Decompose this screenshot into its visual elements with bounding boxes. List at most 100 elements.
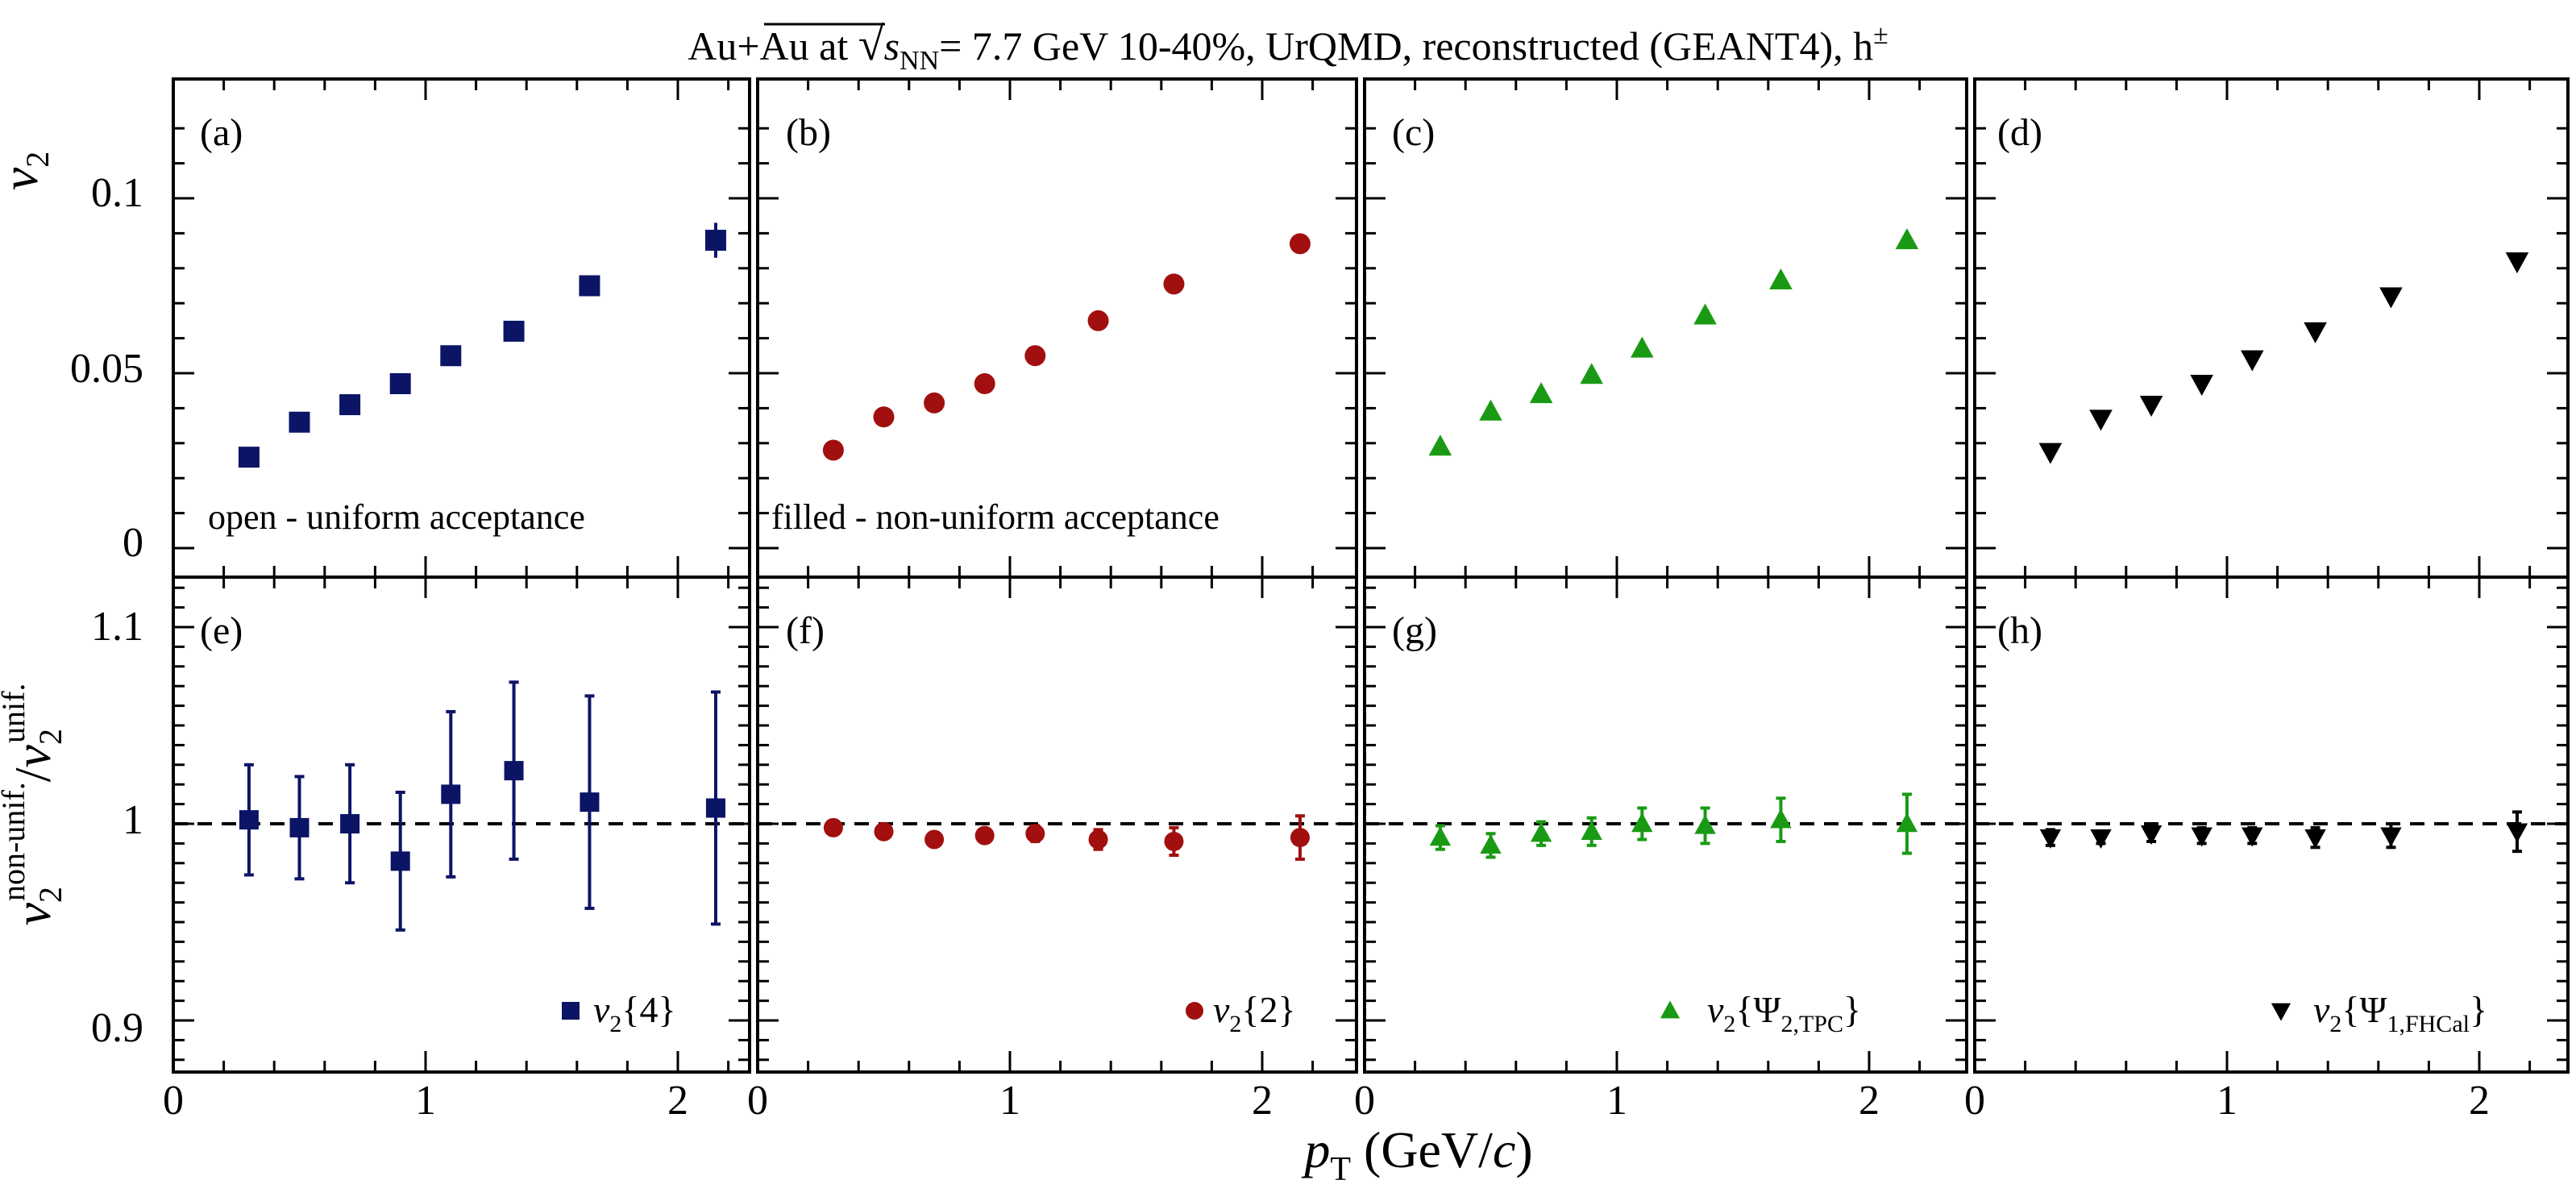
point-a-7 [704, 230, 726, 251]
bottom-y-tick-0.9: 0.9 [91, 1005, 143, 1051]
bottom-y-v2: v [4, 744, 61, 767]
point-a-3 [389, 373, 411, 395]
panel-label-b: (b) [786, 111, 831, 154]
point-f-3 [974, 825, 995, 846]
panel-label-d: (d) [1997, 111, 2042, 154]
x-tick-b-0: 0 [747, 1078, 768, 1124]
point-a-5 [503, 320, 525, 342]
point-c-7 [1895, 228, 1919, 250]
point-g-4 [1631, 812, 1653, 833]
point-d-1 [2089, 409, 2113, 431]
point-a-0 [238, 447, 260, 468]
x-tick-c-1: 1 [1606, 1078, 1627, 1124]
x-tick-d-0: 0 [1964, 1078, 1985, 1124]
x-tick-a-0: 0 [163, 1078, 184, 1124]
point-d-5 [2304, 322, 2327, 343]
panel-label-g: (g) [1392, 609, 1437, 652]
title-rest: = 7.7 GeV 10-40%, UrQMD, reconstructed (… [939, 23, 1873, 69]
point-g-3 [1581, 820, 1602, 840]
x-tick-a-2: 2 [667, 1078, 688, 1124]
top-y-tick-0.1: 0.1 [91, 170, 143, 216]
bottom-y-v1: v [4, 902, 61, 925]
x-tick-d-2: 2 [2469, 1078, 2490, 1124]
legend-text-v2-tpc: v2{Ψ2,TPC} [1707, 989, 1861, 1037]
panel-frames [172, 77, 2570, 1074]
x-unit-close: ) [1515, 1121, 1532, 1178]
point-g-1 [1480, 834, 1502, 854]
note-filled-nonuniform: filled - non-uniform acceptance [771, 497, 1219, 537]
x-axis-title: pT (GeV/c) [1301, 1121, 1532, 1188]
top-y-tick-labels: 0 0.05 0.1 [70, 170, 143, 566]
point-f-0 [823, 817, 843, 837]
point-h-0 [2039, 829, 2062, 849]
legend-text-v2-fhcal: v2{Ψ1,FHCal} [2313, 989, 2487, 1037]
point-h-1 [2090, 829, 2112, 849]
point-c-0 [1428, 434, 1452, 456]
point-a-1 [289, 411, 310, 433]
point-b-0 [822, 439, 844, 461]
point-g-6 [1770, 808, 1792, 829]
point-d-3 [2190, 374, 2213, 396]
title-s: s [884, 23, 900, 69]
x-tick-labels: 0 1 2 0 1 2 0 1 2 0 1 2 [163, 1078, 2490, 1124]
legend-marker-triangle-down [2271, 1003, 2291, 1021]
point-e-5 [504, 761, 524, 781]
top-y-v: v [0, 167, 48, 190]
bottom-y-slash: / [4, 767, 61, 782]
panel-label-a: (a) [200, 111, 243, 154]
panel-labels: (a) (b) (c) (d) (e) (f) (g) (h) [200, 111, 2042, 652]
figure-title: Au+Au at √sNN= 7.7 GeV 10-40%, UrQMD, re… [688, 18, 1888, 76]
top-y-axis-title: v2 [0, 152, 56, 190]
point-f-1 [874, 821, 894, 842]
x-sub: T [1330, 1151, 1351, 1188]
point-a-4 [440, 345, 462, 367]
point-e-6 [580, 792, 600, 812]
legend-markers [562, 1000, 2291, 1021]
x-unit-open: (GeV/ [1351, 1121, 1493, 1178]
point-f-4 [1025, 824, 1045, 844]
bottom-y-sub1: 2 [32, 887, 69, 903]
point-c-5 [1693, 303, 1717, 325]
note-open-uniform: open - uniform acceptance [208, 497, 585, 537]
point-f-2 [924, 829, 945, 850]
point-c-6 [1769, 268, 1793, 290]
bottom-y-sup1: non-unif. [0, 782, 31, 901]
top-y-tick-0: 0 [123, 520, 143, 566]
point-d-0 [2038, 443, 2063, 464]
legend-text-v2-4: v2{4} [593, 989, 676, 1037]
panel-label-c: (c) [1392, 111, 1435, 154]
point-e-3 [390, 851, 410, 871]
bottom-y-tick-1.1: 1.1 [91, 604, 143, 650]
bottom-y-axis-title: v2non-unif./v2unif. [0, 684, 69, 926]
point-g-2 [1530, 822, 1552, 842]
x-tick-b-1: 1 [999, 1078, 1020, 1124]
point-c-4 [1631, 336, 1654, 358]
panel-label-e: (e) [200, 609, 243, 652]
point-b-5 [1087, 310, 1109, 331]
point-e-2 [340, 814, 360, 833]
title-sqrt-symbol: √ [858, 18, 884, 70]
point-h-3 [2191, 827, 2212, 847]
point-f-7 [1290, 828, 1310, 848]
point-b-2 [924, 392, 945, 413]
point-b-1 [873, 406, 895, 428]
panel-frame-d [1973, 77, 2570, 579]
point-h-5 [2304, 829, 2326, 849]
bottom-y-tick-1: 1 [123, 797, 143, 843]
bottom-y-sub2: 2 [32, 729, 69, 745]
point-e-7 [705, 798, 725, 818]
point-g-5 [1694, 814, 1716, 834]
point-h-2 [2140, 825, 2163, 845]
x-c: c [1493, 1121, 1515, 1178]
point-b-7 [1289, 233, 1311, 255]
point-d-6 [2379, 287, 2403, 309]
point-h-7 [2506, 823, 2528, 843]
title-h-superscript: ± [1873, 20, 1888, 50]
top-y-tick-0.05: 0.05 [70, 346, 143, 392]
point-d-2 [2139, 396, 2163, 418]
point-b-3 [974, 373, 995, 395]
title-prefix: Au+Au at [688, 23, 848, 69]
point-h-4 [2242, 827, 2263, 847]
point-e-4 [441, 784, 461, 804]
